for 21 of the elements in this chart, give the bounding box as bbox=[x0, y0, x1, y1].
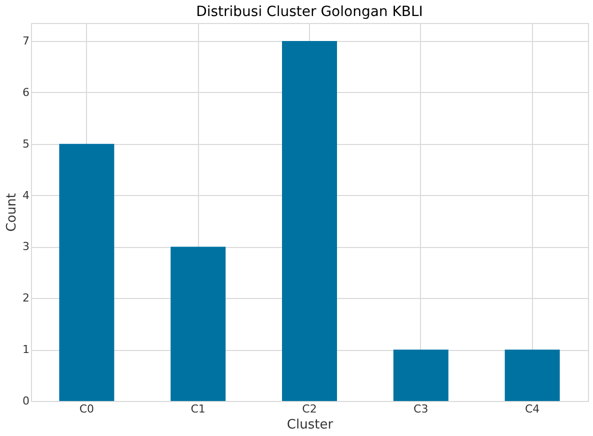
y-tick-label: 1 bbox=[22, 343, 30, 356]
x-axis-title: Cluster bbox=[286, 418, 334, 432]
bar bbox=[504, 350, 560, 401]
x-tick-label: C2 bbox=[302, 402, 317, 416]
y-axis-title: Count bbox=[4, 193, 20, 232]
bar bbox=[170, 246, 226, 401]
y-tick-label: 4 bbox=[22, 188, 30, 202]
y-tick-label: 6 bbox=[22, 86, 30, 99]
bar bbox=[393, 350, 448, 401]
x-tick-label: C1 bbox=[190, 402, 206, 416]
bar bbox=[59, 144, 114, 401]
x-tick-label: C4 bbox=[524, 402, 540, 416]
bar bbox=[282, 41, 337, 401]
y-tick-label: 0 bbox=[22, 394, 30, 408]
y-tick-label: 3 bbox=[22, 240, 30, 254]
chart-title: Distribusi Cluster Golongan KBLI bbox=[196, 4, 423, 20]
y-tick-label: 2 bbox=[22, 292, 30, 305]
y-tick-label: 7 bbox=[22, 34, 30, 48]
y-tick-label: 5 bbox=[22, 137, 30, 150]
x-tick-label: C3 bbox=[414, 402, 428, 416]
x-tick-label: C0 bbox=[79, 402, 94, 416]
